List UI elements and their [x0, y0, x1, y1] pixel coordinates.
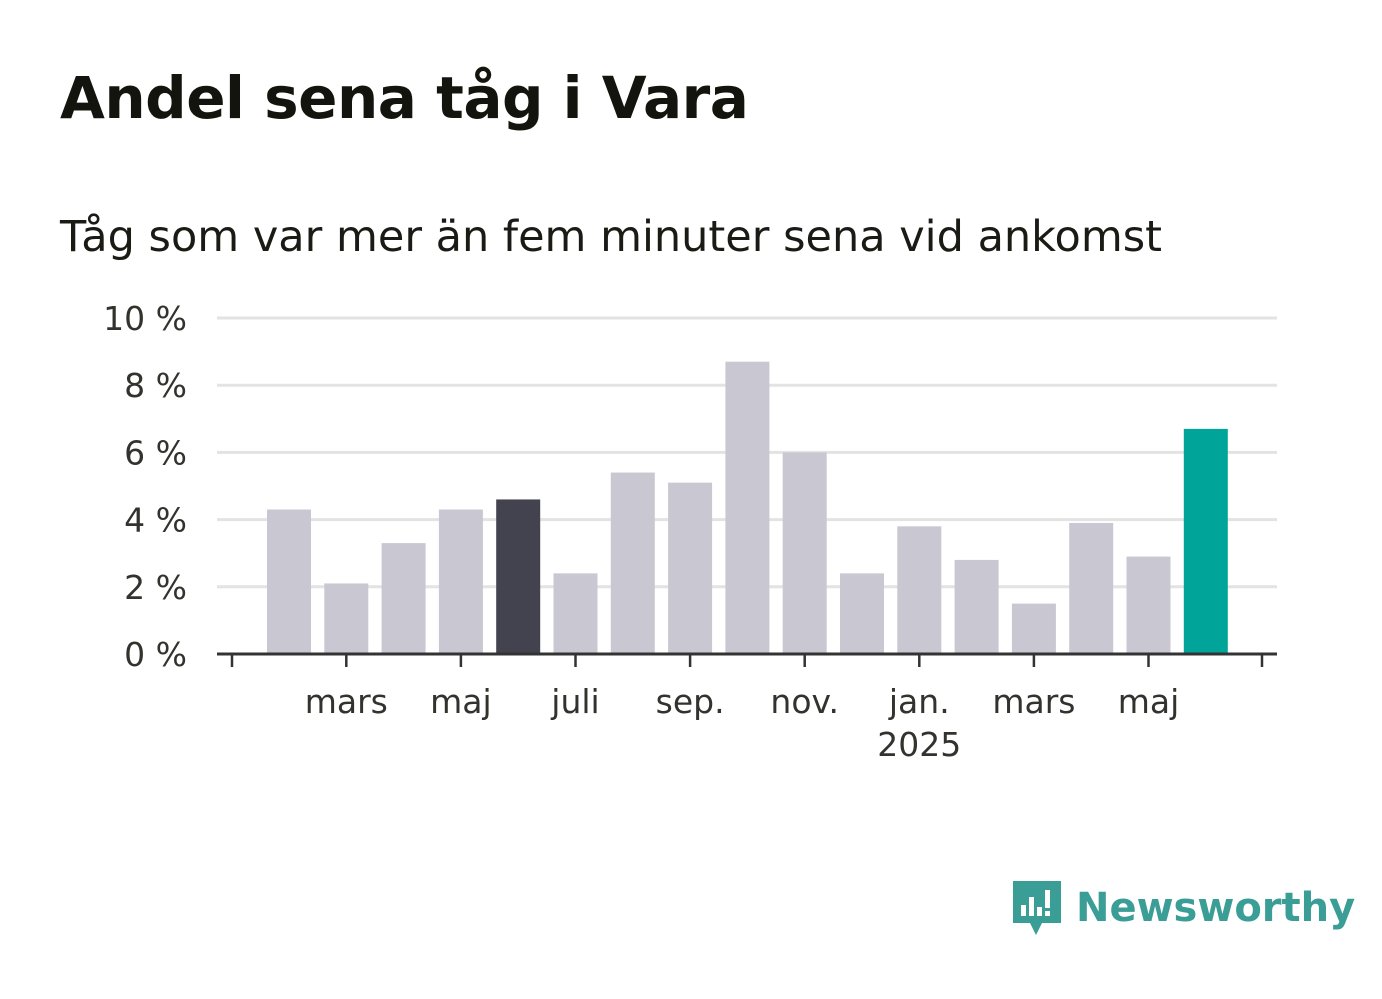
- bar-2025-02: [954, 559, 999, 654]
- y-tick-label: 6 %: [124, 433, 187, 472]
- y-tick-label: 4 %: [124, 501, 187, 540]
- bar-2024-09: [668, 482, 713, 654]
- x-tick-label: mars: [992, 682, 1075, 721]
- chart-title: Andel sena tåg i Vara: [60, 64, 749, 132]
- x-tick-label: mars: [305, 682, 388, 721]
- bar-2024-11: [782, 452, 827, 654]
- x-tick-label: nov.: [770, 682, 839, 721]
- y-tick-label: 10 %: [103, 299, 187, 338]
- bar-2024-08: [610, 472, 655, 654]
- bar-2024-07: [553, 573, 598, 654]
- y-tick-label: 8 %: [124, 366, 187, 405]
- y-tick-label: 2 %: [124, 568, 187, 607]
- bar-2025-05: [1126, 556, 1171, 654]
- bar-2024-03: [324, 583, 369, 654]
- x-axis: [217, 652, 1277, 667]
- x-tick-label: jan.: [888, 682, 950, 721]
- bar-2025-04: [1069, 522, 1114, 654]
- y-axis-labels: 0 % 2 % 4 % 6 % 8 % 10 %: [103, 299, 187, 674]
- newsworthy-chart-bubble-icon: [1013, 881, 1061, 935]
- chart-subtitle: Tåg som var mer än fem minuter sena vid …: [60, 212, 1163, 262]
- bar-2024-10: [725, 361, 770, 654]
- y-tick-label: 0 %: [124, 635, 187, 674]
- x-tick-label: sep.: [656, 682, 725, 721]
- x-tick-label: maj: [1118, 682, 1180, 721]
- bar-2025-03: [1011, 603, 1056, 654]
- bar-2024-12: [840, 573, 884, 654]
- bar-2024-05: [438, 509, 483, 654]
- bars: [267, 361, 1228, 654]
- bar-2025-06: [1183, 428, 1228, 654]
- bar-2024-02: [267, 509, 311, 654]
- x-tick-label: juli: [550, 682, 599, 721]
- x-axis-labels: mars maj juli sep. nov. jan. 2025 mars maj: [305, 682, 1180, 764]
- newsworthy-logo: Newsworthy: [1010, 878, 1355, 938]
- brand-name: Newsworthy: [1076, 885, 1356, 931]
- x-tick-year-label: 2025: [877, 725, 961, 764]
- x-tick-label: maj: [430, 682, 492, 721]
- bar-2024-06: [496, 499, 541, 654]
- bar-2025-01: [897, 526, 942, 654]
- bar-2024-04: [381, 543, 426, 654]
